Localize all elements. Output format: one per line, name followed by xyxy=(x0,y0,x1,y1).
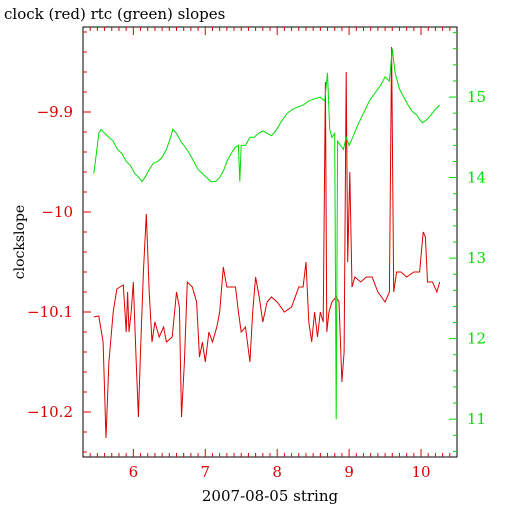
series-line-rtc xyxy=(93,48,441,420)
y2-tick-label: 14 xyxy=(467,169,486,187)
x-axis-label: 2007-08-05 string xyxy=(202,487,339,505)
chart-title: clock (red) rtc (green) slopes xyxy=(4,5,225,23)
y2-tick-label: 13 xyxy=(467,249,486,267)
y-tick-label: −10.2 xyxy=(27,403,73,421)
y-tick-label: −10.1 xyxy=(27,303,73,321)
y-tick-label: −10 xyxy=(41,203,73,221)
x-tick-label: 8 xyxy=(272,463,282,481)
plot-area: 6 7 8 9 10 −10.2 −10.1 −10 −9.9 11 12 13 14 15 xyxy=(27,26,486,481)
y-tick-label: −9.9 xyxy=(37,103,73,121)
x-tick-label: 6 xyxy=(129,463,139,481)
y2-tick-label: 11 xyxy=(467,410,486,428)
x-tick-label: 7 xyxy=(200,463,210,481)
x-tick-label: 9 xyxy=(344,463,354,481)
y2-tick-label: 12 xyxy=(467,330,486,348)
series-line-clock xyxy=(93,46,441,439)
y-axis-label: clockslope xyxy=(12,205,28,279)
x-tick-label: 10 xyxy=(411,463,430,481)
y2-tick-label: 15 xyxy=(467,88,486,106)
